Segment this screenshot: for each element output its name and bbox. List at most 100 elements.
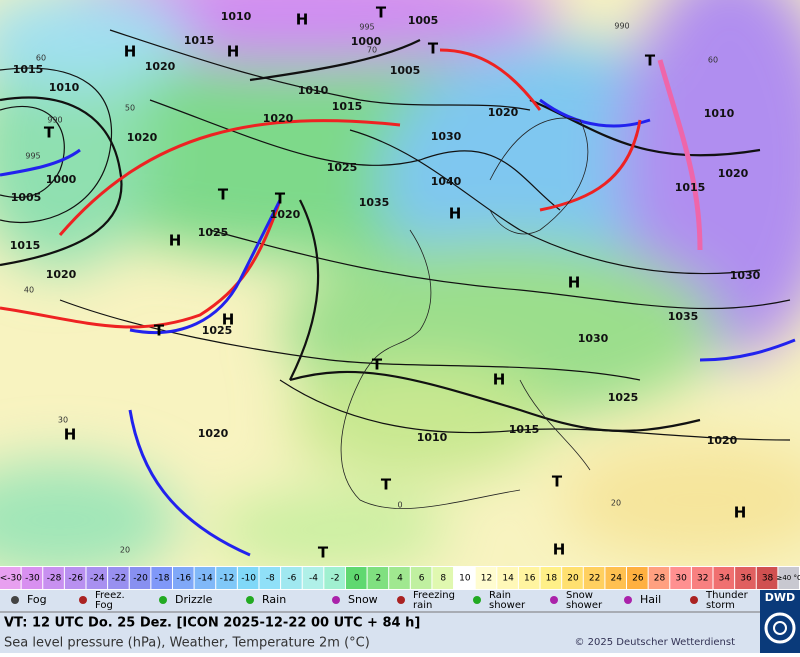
scale-label: 24 [610,574,622,584]
isobar-label: 1040 [431,175,462,188]
fronts [0,48,796,557]
legend-label: Rain [262,593,286,606]
scale-cell [475,567,497,589]
weather-legend: Fog Freez.Fog Drizzle Rain Snow FreezingrainR… [11,590,749,611]
grid-label: 990 [614,22,629,31]
isobar-label: 1025 [198,226,229,239]
scale-cell [194,567,216,589]
pressure-center: H [493,371,506,389]
scale-label: 38 [762,574,774,584]
scale-cell [735,567,756,589]
pressure-center: H [222,311,235,329]
isobar-label: 1020 [488,106,519,119]
isobar-label: 1000 [351,35,382,48]
pressure-center: H [568,274,581,292]
grid-label: 70 [367,46,377,55]
scale-label: -16 [176,574,191,584]
logo-text: DWD [765,591,795,604]
scale-cell [302,567,324,589]
scale-label: -20 [133,574,148,584]
scale-label: 16 [524,574,536,584]
scale-cell [86,567,108,589]
pressure-center: H [734,504,747,522]
pressure-center: T [428,40,439,58]
grid-label: 20 [611,499,621,508]
scale-label: 10 [459,574,471,584]
pressure-center: T [275,190,286,208]
isobar-label: 1015 [13,63,44,76]
isobar-label: 1020 [270,208,301,221]
scale-cell [432,567,454,589]
isobar-label: 1020 [718,167,749,180]
scale-cell [172,567,194,589]
pressure-center: H [553,541,566,559]
isobar-label: 1005 [390,64,421,77]
isobar-label: 1020 [263,112,294,125]
isobar-label: 1020 [198,427,229,440]
pressure-center: T [381,476,392,494]
isobar-label: 1025 [202,324,233,337]
scale-cell [0,567,21,589]
legend-label: Hail [640,593,661,606]
temperature-field [0,0,800,566]
pressure-center: H [449,205,462,223]
isobars [0,29,791,441]
map [0,0,800,566]
scale-cell [691,567,713,589]
legend-icon [159,596,167,604]
pressure-center: T [318,544,329,562]
legend-label: Snow [348,593,378,606]
scale-cell [21,567,43,589]
legend-icon [624,596,632,604]
isobar-label: 1020 [145,60,176,73]
scale-label: -22 [112,574,127,584]
scale-cell [64,567,86,589]
grid-label: 30 [58,416,68,425]
isobar-label: 1010 [298,84,329,97]
scale-label: -4 [309,574,318,584]
isobar-label: 1035 [668,310,699,323]
scale-cell [345,567,367,589]
scale-label: <-30 [0,574,22,584]
legend-icon [246,596,254,604]
legend-icon [11,596,19,604]
scale-cell [259,567,281,589]
isobar-label: 1030 [431,130,462,143]
pressure-center: T [376,4,387,22]
isobar-label: 1015 [332,100,363,113]
scale-label: 32 [697,574,708,584]
scale-cell [151,567,172,589]
scale-cell [497,567,518,589]
isobar-label: 1025 [327,161,358,174]
scale-label: -30 [25,574,40,584]
pressure-center: T [645,52,656,70]
legend-label: shower [566,600,603,611]
isobar-label: 1030 [730,269,761,282]
scale-label: -8 [266,574,275,584]
legend-icon [79,596,87,604]
legend-label: Snow [566,590,593,601]
scale-label: 2 [376,574,382,584]
scale-label: -10 [241,574,256,584]
pressure-center: H [169,232,182,250]
scale-cell [518,567,540,589]
pressure-center: H [124,43,137,61]
scale-cell [583,567,605,589]
scale-cell [281,567,302,589]
isobar-label: 1010 [704,107,735,120]
legend-label: storm [706,600,735,611]
legend-icon [690,596,698,604]
scale-cell [540,567,562,589]
scale-label: 34 [719,574,731,584]
legend-label: rain [413,600,432,611]
isobar-label: 1025 [608,391,639,404]
legend-label: Freez. [95,590,125,601]
valid-time: VT: 12 UTC Do. 25 Dez. [ICON 2025-12-22 … [4,616,420,631]
pressure-center: T [44,124,55,142]
grid-label: 990 [47,116,62,125]
scale-label: 14 [502,574,514,584]
scale-cell [108,567,129,589]
isobar-label: 1005 [408,14,439,27]
scale-label: 18 [546,574,558,584]
isobar-label: 1010 [417,431,448,444]
